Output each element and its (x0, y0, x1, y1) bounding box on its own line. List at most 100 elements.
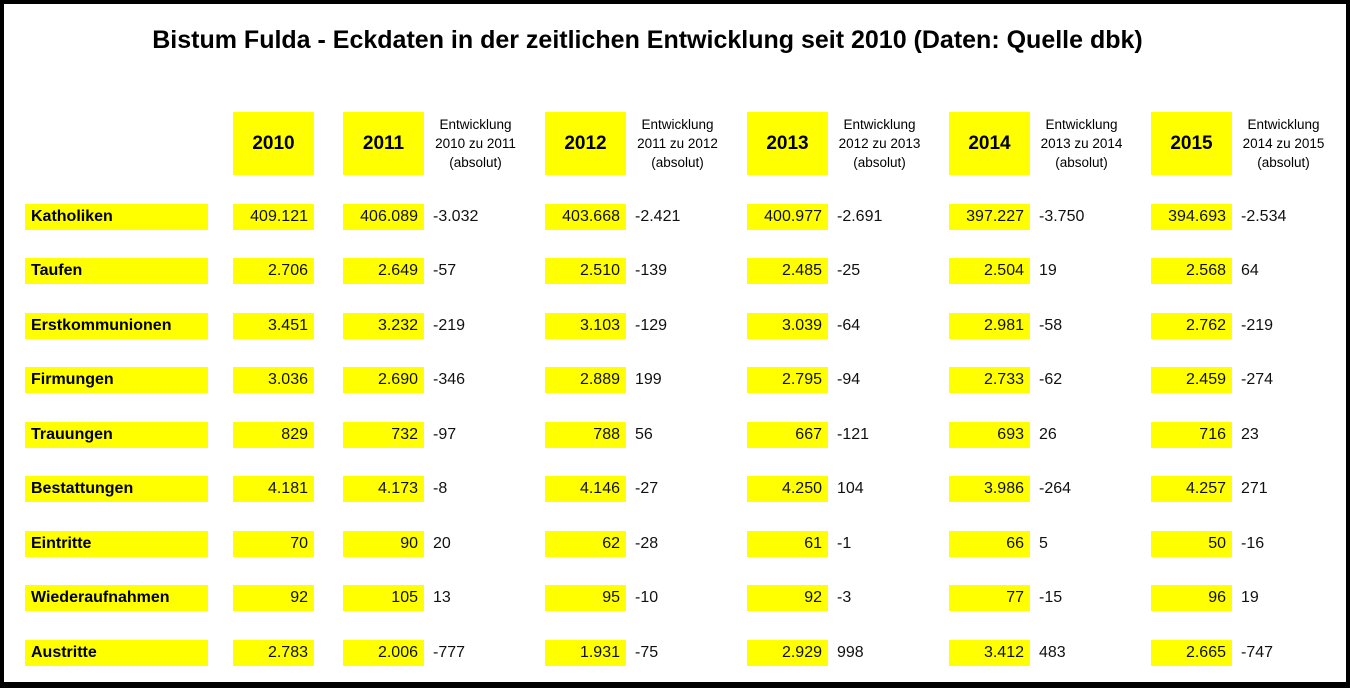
year-value-cell: 403.668 (545, 203, 626, 230)
delta-value-cell: -58 (1039, 316, 1063, 334)
year-value-cell: 3.036 (233, 367, 314, 393)
row-label: Trauungen (25, 421, 208, 448)
year-value-cell: 2.889 (545, 367, 626, 393)
delta-value-cell: -3 (837, 589, 852, 606)
delta-value-cell: -16 (1241, 534, 1265, 552)
year-value-cell: 61 (747, 530, 828, 557)
year-value-cell: 409.121 (233, 203, 314, 230)
year-value-cell: 732 (343, 421, 424, 448)
year-value-cell: 2.795 (747, 367, 828, 393)
column-header-entwicklung: Entwicklung 2012 zu 2013 (absolut) (832, 112, 927, 175)
year-value-cell: 2.665 (1151, 639, 1232, 666)
delta-value-cell: 483 (1039, 643, 1066, 661)
year-value-cell: 2.459 (1151, 367, 1232, 393)
delta-value-cell: -219 (433, 316, 466, 334)
delta-value-cell: -2.534 (1241, 207, 1287, 225)
year-value-cell: 50 (1151, 530, 1232, 557)
delta-value-cell: -28 (635, 534, 659, 552)
column-header-year: 2013 (747, 112, 828, 175)
delta-value-cell: -3.750 (1039, 207, 1085, 225)
delta-value-cell: 13 (433, 589, 451, 606)
year-value-cell: 92 (747, 585, 828, 611)
column-header-year: 2010 (233, 112, 314, 175)
column-header-year: 2014 (949, 112, 1030, 175)
year-value-cell: 2.706 (233, 258, 314, 284)
year-value-cell: 2.690 (343, 367, 424, 393)
delta-value-cell: -139 (635, 262, 668, 279)
delta-value-cell: -27 (635, 480, 659, 497)
year-value-cell: 397.227 (949, 203, 1030, 230)
delta-value-cell: -346 (433, 371, 466, 388)
delta-value-cell: -8 (433, 480, 448, 497)
row-label: Wiederaufnahmen (25, 585, 208, 611)
year-value-cell: 693 (949, 421, 1030, 448)
column-header-entwicklung-line: (absolut) (449, 155, 502, 170)
year-value-cell: 394.693 (1151, 203, 1232, 230)
year-value-cell: 3.039 (747, 312, 828, 339)
row-label: Katholiken (25, 203, 208, 230)
year-value-cell: 66 (949, 530, 1030, 557)
delta-value-cell: -747 (1241, 643, 1274, 661)
column-header-entwicklung-line: 2011 zu 2012 (637, 136, 718, 151)
delta-value-cell: -15 (1039, 589, 1063, 606)
column-header-entwicklung-line: (absolut) (651, 155, 704, 170)
year-value-cell: 2.006 (343, 639, 424, 666)
year-value-cell: 90 (343, 530, 424, 557)
delta-value-cell: -2.691 (837, 207, 883, 225)
year-value-cell: 2.762 (1151, 312, 1232, 339)
column-header-entwicklung-line: (absolut) (1055, 155, 1108, 170)
column-header-entwicklung-line: 2010 zu 2011 (435, 136, 516, 151)
year-value-cell: 667 (747, 421, 828, 448)
delta-value-cell: -25 (837, 262, 861, 279)
delta-value-cell: 23 (1241, 425, 1259, 443)
column-header-entwicklung-line: Entwicklung (439, 117, 512, 132)
column-header-year: 2011 (343, 112, 424, 175)
year-value-cell: 3.412 (949, 639, 1030, 666)
row-label: Austritte (25, 639, 208, 666)
row-label: Taufen (25, 258, 208, 284)
delta-value-cell: -3.032 (433, 207, 479, 225)
delta-value-cell: -10 (635, 589, 659, 606)
row-label: Eintritte (25, 530, 208, 557)
column-header-year: 2012 (545, 112, 626, 175)
delta-value-cell: -62 (1039, 371, 1063, 388)
year-value-cell: 4.181 (233, 476, 314, 502)
delta-value-cell: -97 (433, 425, 457, 443)
year-value-cell: 716 (1151, 421, 1232, 448)
year-value-cell: 400.977 (747, 203, 828, 230)
delta-value-cell: 998 (837, 643, 864, 661)
row-label: Erstkommunionen (25, 312, 208, 339)
year-value-cell: 788 (545, 421, 626, 448)
column-header-entwicklung-line: Entwicklung (1045, 117, 1118, 132)
year-value-cell: 92 (233, 585, 314, 611)
delta-value-cell: 19 (1039, 262, 1057, 279)
column-header-entwicklung-line: (absolut) (1257, 155, 1310, 170)
column-header-entwicklung-line: 2012 zu 2013 (838, 136, 921, 151)
delta-value-cell: -57 (433, 262, 457, 279)
delta-value-cell: -777 (433, 643, 466, 661)
year-value-cell: 3.103 (545, 312, 626, 339)
year-value-cell: 2.568 (1151, 258, 1232, 284)
delta-value-cell: 199 (635, 371, 662, 388)
column-header-entwicklung-line: 2014 zu 2015 (1242, 136, 1325, 151)
column-header-entwicklung-line: Entwicklung (1247, 117, 1320, 132)
delta-value-cell: 20 (433, 534, 451, 552)
column-header-entwicklung: Entwicklung 2014 zu 2015 (absolut) (1236, 112, 1331, 175)
year-value-cell: 1.931 (545, 639, 626, 666)
delta-value-cell: -219 (1241, 316, 1274, 334)
delta-value-cell: -129 (635, 316, 668, 334)
row-label: Firmungen (25, 367, 208, 393)
column-header-entwicklung: Entwicklung 2011 zu 2012 (absolut) (630, 112, 725, 175)
delta-value-cell: 104 (837, 480, 864, 497)
row-label: Bestattungen (25, 476, 208, 502)
delta-value-cell: -264 (1039, 480, 1072, 497)
year-value-cell: 3.451 (233, 312, 314, 339)
data-table: 2010 2011 2012 2013 2014 2015 Entwicklung 2010 … (25, 112, 1331, 666)
delta-value-cell: 5 (1039, 534, 1048, 552)
year-value-cell: 4.173 (343, 476, 424, 502)
year-value-cell: 2.504 (949, 258, 1030, 284)
year-value-cell: 70 (233, 530, 314, 557)
year-value-cell: 2.981 (949, 312, 1030, 339)
year-value-cell: 77 (949, 585, 1030, 611)
